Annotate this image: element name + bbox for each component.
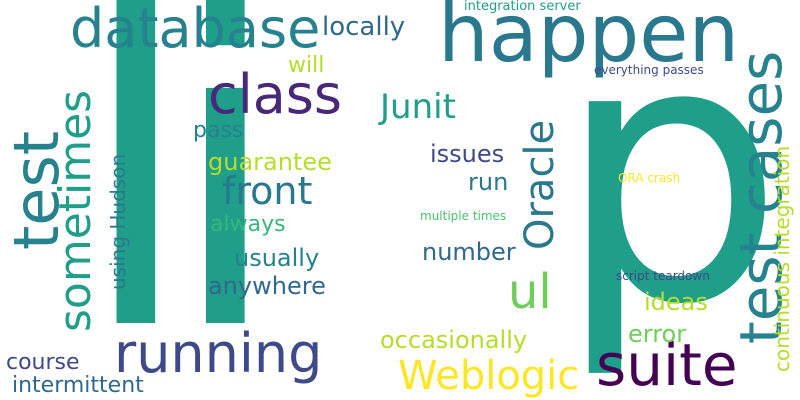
word-sometimes: sometimes — [50, 89, 101, 332]
word-li: li — [76, 0, 285, 400]
word-happen: happen — [438, 0, 740, 80]
word-suite: suite — [596, 331, 738, 399]
word-locally: locally — [322, 12, 406, 42]
word-running: running — [114, 322, 323, 385]
word-number: number — [422, 238, 516, 266]
word-always: always — [210, 212, 286, 237]
word-integration-server: integration server — [464, 0, 581, 14]
word-anywhere: anywhere — [208, 272, 326, 300]
word-script-teardown: script teardown — [616, 269, 710, 283]
word-ora-crash: ORA crash — [618, 171, 681, 185]
word-ideas: ideas — [644, 288, 708, 316]
word-junit: Junit — [380, 87, 456, 127]
word-continuous-integration: continuous integration — [770, 145, 794, 372]
word-pass: pass — [193, 118, 244, 143]
word-weblogic: Weblogic — [398, 353, 580, 399]
word-oracle: Oracle — [517, 119, 563, 250]
word-front: front — [222, 169, 313, 213]
word-course: course — [6, 350, 80, 375]
word-intermittent: intermittent — [12, 373, 144, 398]
word-ul: ul — [508, 264, 552, 320]
word-everything-passes: everything passes — [594, 63, 704, 77]
word-occasionally: occasionally — [380, 326, 528, 354]
word-usually: usually — [234, 244, 320, 272]
word-guarantee: guarantee — [208, 148, 332, 176]
word-class: class — [208, 63, 343, 126]
word-using-hudson: using Hudson — [106, 153, 130, 290]
word-error: error — [628, 320, 687, 348]
word-will: will — [288, 53, 325, 78]
word-p: p — [556, 0, 785, 383]
word-multiple-times: multiple times — [420, 209, 507, 223]
word-run: run — [468, 168, 509, 196]
word-database: database — [70, 0, 321, 60]
word-issues: issues — [430, 140, 505, 168]
